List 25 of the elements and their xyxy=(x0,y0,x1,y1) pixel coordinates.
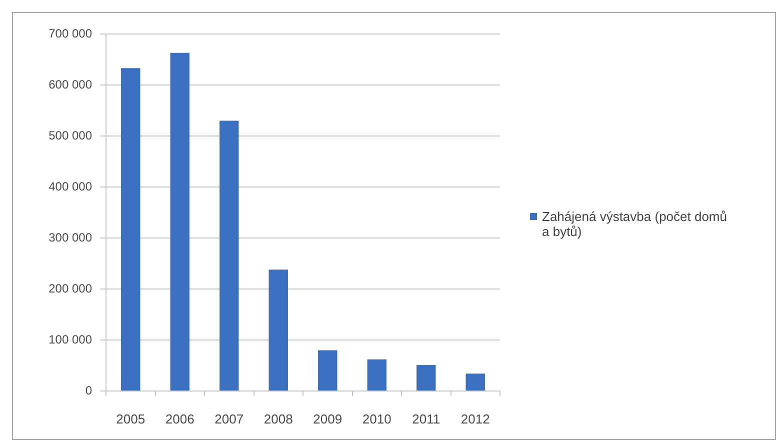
bar xyxy=(318,350,338,390)
bar xyxy=(367,359,386,390)
y-tick-label: 600 000 xyxy=(48,77,92,92)
x-tick-label: 2008 xyxy=(264,411,293,426)
y-tick-label: 700 000 xyxy=(48,26,92,40)
y-tick-label: 300 000 xyxy=(48,230,92,244)
x-tick-label: 2005 xyxy=(116,411,146,426)
x-tick-label: 2012 xyxy=(460,411,490,426)
legend-label: Zahájená výstavba (počet domů a bytů) xyxy=(542,208,728,238)
y-tick-label: 200 000 xyxy=(48,281,92,296)
y-tick-label: 400 000 xyxy=(48,179,92,194)
y-tick-label: 0 xyxy=(85,383,92,398)
x-tick-label: 2011 xyxy=(412,411,440,426)
x-tick-label: 2006 xyxy=(165,411,194,426)
x-tick-label: 2007 xyxy=(214,411,244,426)
x-tick-label: 2010 xyxy=(362,411,392,426)
x-tick-label: 2009 xyxy=(313,411,342,426)
bar xyxy=(268,270,288,390)
bar xyxy=(416,364,436,390)
y-tick-label: 500 000 xyxy=(48,128,92,142)
bar xyxy=(170,52,190,390)
bar xyxy=(121,68,140,390)
bar xyxy=(220,120,239,390)
bar xyxy=(466,374,485,390)
y-tick-label: 100 000 xyxy=(48,332,92,346)
